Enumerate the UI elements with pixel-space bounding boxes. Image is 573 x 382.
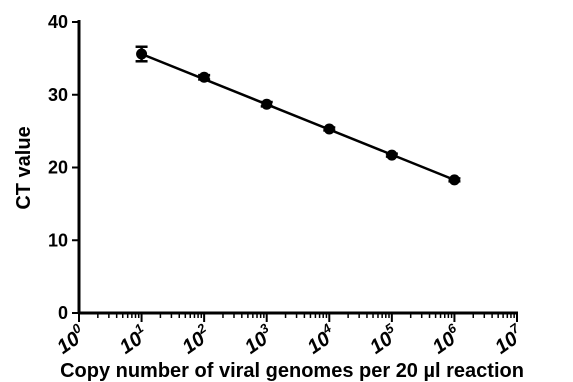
x-tick-label: 102 xyxy=(176,320,216,359)
x-tick-label: 104 xyxy=(301,320,341,359)
y-axis-title: CT value xyxy=(13,126,35,209)
data-point xyxy=(261,98,273,110)
x-axis-ticks: 100 101 102 103 104 105 106 107 xyxy=(51,313,529,359)
x-axis-title: Copy number of viral genomes per 20 µl r… xyxy=(60,360,524,382)
x-tick-label: 105 xyxy=(364,320,404,359)
data-point xyxy=(386,149,398,161)
data-point xyxy=(136,48,148,60)
y-tick-label: 10 xyxy=(48,230,68,250)
y-tick-label: 40 xyxy=(48,12,68,32)
x-tick-label: 101 xyxy=(113,320,152,358)
x-tick-label: 106 xyxy=(426,320,466,359)
data-point xyxy=(198,71,210,83)
fit-line xyxy=(141,52,455,182)
y-tick-label: 0 xyxy=(58,303,68,323)
plot-area xyxy=(135,45,461,186)
x-tick-label: 103 xyxy=(239,320,279,359)
x-tick-label: 107 xyxy=(489,320,529,359)
y-tick-label: 20 xyxy=(48,158,68,178)
y-axis-ticks: 0 10 20 30 40 xyxy=(48,12,79,323)
x-tick-label: 100 xyxy=(51,320,91,359)
data-point xyxy=(448,174,460,186)
axes xyxy=(77,20,518,315)
data-point xyxy=(323,123,335,135)
y-tick-label: 30 xyxy=(48,85,68,105)
